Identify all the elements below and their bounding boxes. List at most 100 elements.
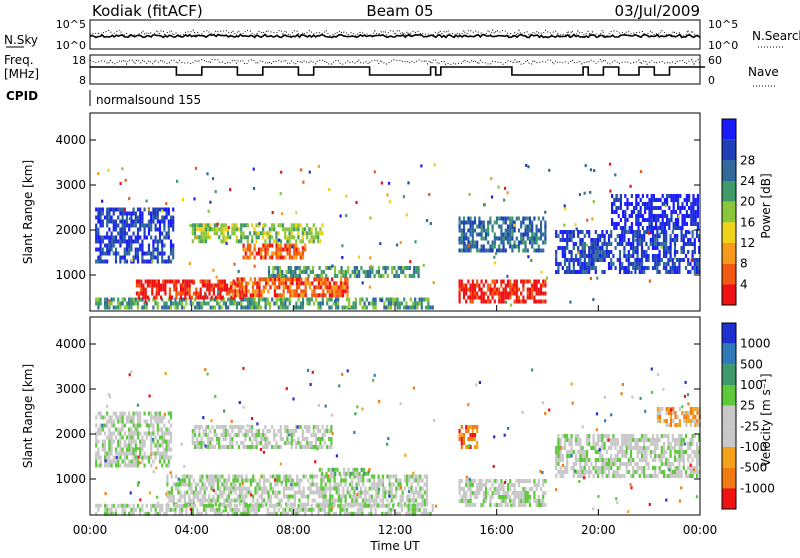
velocity-cell: [311, 508, 313, 512]
power-cell: [642, 226, 644, 230]
velocity-cell: [663, 419, 665, 423]
power-cell: [496, 288, 498, 292]
power-cell: [487, 249, 489, 253]
velocity-cell: [375, 483, 377, 487]
power-cell: [619, 262, 621, 266]
colorbar-segment: [722, 264, 736, 285]
power-cell: [370, 302, 372, 306]
power-cell: [621, 230, 623, 234]
power-cell: [670, 214, 672, 218]
velocity-cell: [106, 464, 108, 468]
power-cell: [672, 262, 674, 266]
velocity-cell: [395, 491, 397, 495]
velocity-cell: [352, 472, 354, 476]
y-tick-label: 4000: [55, 133, 86, 147]
velocity-cell: [619, 474, 621, 478]
power-cell: [295, 211, 297, 214]
velocity-cell: [95, 456, 97, 460]
velocity-cell: [159, 508, 161, 512]
velocity-cell: [219, 495, 221, 499]
power-cell: [337, 302, 339, 306]
velocity-cell: [248, 491, 250, 495]
power-cell: [695, 218, 697, 222]
power-cell: [169, 296, 171, 300]
power-cell: [674, 238, 676, 242]
velocity-cell: [632, 446, 634, 450]
power-cell: [289, 239, 291, 243]
velocity-cell: [348, 504, 350, 508]
velocity-cell: [108, 436, 110, 440]
power-cell: [483, 225, 485, 229]
power-cell: [342, 306, 344, 310]
velocity-cell: [334, 479, 336, 483]
velocity-cell: [408, 479, 410, 483]
power-cell: [274, 293, 276, 297]
power-cell: [258, 285, 260, 289]
velocity-cell: [122, 416, 124, 420]
power-cell: [632, 234, 634, 238]
velocity-cell: [417, 475, 419, 479]
power-cell: [634, 230, 636, 234]
power-cell: [184, 280, 186, 284]
power-cell: [511, 292, 513, 296]
velocity-cell: [113, 504, 115, 508]
power-cell: [363, 270, 365, 274]
power-cell: [203, 302, 205, 306]
velocity-cell: [676, 438, 678, 442]
velocity-cell: [610, 442, 612, 446]
power-cell: [166, 212, 168, 216]
velocity-cell: [205, 429, 207, 433]
velocity-cell: [560, 450, 562, 454]
velocity-cell: [104, 456, 106, 460]
power-cell: [584, 234, 586, 238]
colorbar-tick-label: 28: [740, 153, 755, 167]
velocity-cell: [623, 434, 625, 438]
power-cell: [135, 216, 137, 220]
velocity-cell: [369, 487, 371, 491]
power-cell: [286, 270, 288, 274]
velocity-cell: [676, 450, 678, 454]
power-cell: [347, 270, 349, 274]
power-cell: [115, 248, 117, 252]
velocity-cell: [582, 466, 584, 470]
velocity-cell: [155, 508, 157, 512]
power-cell: [503, 280, 505, 284]
power-cell: [673, 194, 675, 198]
velocity-cell: [104, 504, 106, 508]
velocity-cell: [470, 491, 472, 495]
power-cell: [222, 280, 224, 284]
velocity-cell: [648, 462, 650, 466]
power-cell: [240, 231, 242, 235]
power-cell: [425, 306, 427, 310]
power-cell: [615, 266, 617, 270]
velocity-cell: [269, 429, 271, 433]
power-cell: [483, 221, 485, 225]
velocity-cell: [597, 434, 599, 438]
power-cell: [590, 254, 592, 258]
velocity-cell: [135, 508, 137, 512]
velocity-cell: [476, 429, 478, 433]
velocity-cell: [342, 508, 344, 512]
power-cell: [358, 274, 360, 278]
velocity-cell: [312, 371, 314, 374]
power-cell: [681, 234, 683, 238]
power-cell: [498, 225, 500, 229]
velocity-cell: [388, 508, 390, 512]
power-cell: [234, 285, 236, 289]
power-cell: [500, 225, 502, 229]
power-cell: [628, 242, 630, 246]
power-cell: [664, 222, 666, 226]
power-cell: [474, 221, 476, 225]
power-cell: [697, 222, 699, 226]
power-cell: [666, 214, 668, 218]
velocity-cell: [216, 441, 218, 445]
velocity-cell: [648, 466, 650, 470]
velocity-cell: [375, 508, 377, 512]
power-cell: [304, 227, 306, 231]
velocity-cell: [652, 466, 654, 470]
power-cell: [108, 228, 110, 232]
velocity-cell: [340, 495, 342, 499]
power-cell: [289, 256, 291, 260]
velocity-cell: [329, 495, 331, 499]
power-cell: [253, 187, 255, 190]
